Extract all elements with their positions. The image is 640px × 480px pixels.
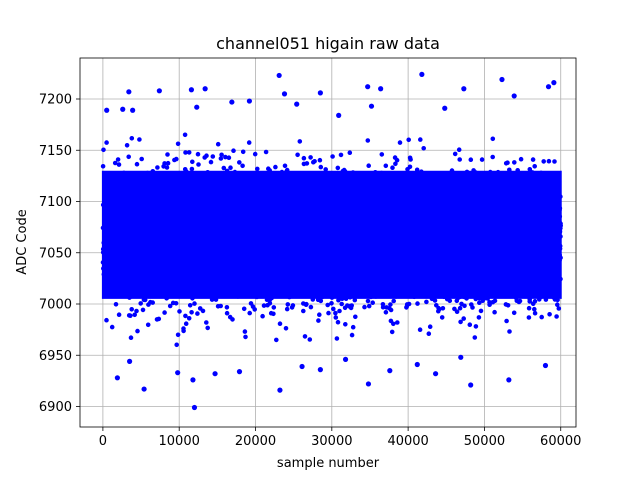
y-tick-label: 7100 xyxy=(39,195,72,210)
data-point xyxy=(461,86,467,92)
data-point xyxy=(506,377,512,383)
data-point xyxy=(365,381,372,387)
data-point xyxy=(212,371,218,377)
data-point xyxy=(194,104,200,110)
data-point xyxy=(499,76,505,83)
data-point xyxy=(114,375,120,381)
data-point xyxy=(419,71,425,77)
x-tick-label: 30000 xyxy=(311,434,352,449)
y-tick-label: 6900 xyxy=(39,400,72,415)
x-tick-label: 60000 xyxy=(540,434,581,449)
data-point xyxy=(542,362,549,369)
data-point xyxy=(414,361,420,368)
data-point xyxy=(317,367,323,373)
data-point xyxy=(432,371,439,377)
data-points xyxy=(100,71,563,411)
data-point xyxy=(294,101,300,107)
data-point xyxy=(127,358,133,364)
data-point xyxy=(191,404,198,411)
data-point xyxy=(104,107,110,113)
y-tick-label: 6950 xyxy=(39,349,72,364)
data-point xyxy=(545,84,552,90)
data-point xyxy=(277,387,283,393)
data-point xyxy=(551,80,557,86)
data-point xyxy=(281,91,288,97)
x-tick-label: 0 xyxy=(99,434,107,449)
x-tick-label: 10000 xyxy=(159,434,200,449)
data-point xyxy=(236,369,243,375)
data-point xyxy=(365,84,371,90)
y-tick-label: 7000 xyxy=(39,298,72,313)
data-point xyxy=(156,88,162,94)
data-point xyxy=(299,363,305,370)
x-tick-label: 40000 xyxy=(387,434,428,449)
data-point xyxy=(368,103,375,109)
data-point xyxy=(511,93,517,99)
dense-point-band xyxy=(101,170,562,299)
data-point xyxy=(175,370,181,376)
y-tick-label: 7050 xyxy=(39,246,72,261)
chart-title: channel051 higain raw data xyxy=(216,34,440,53)
data-point xyxy=(442,105,448,111)
data-point xyxy=(458,354,464,360)
y-tick-label: 7200 xyxy=(39,93,72,108)
data-point xyxy=(126,89,132,95)
x-tick-label: 20000 xyxy=(235,434,276,449)
data-point xyxy=(468,382,474,388)
data-point xyxy=(387,368,393,374)
data-point xyxy=(317,90,323,96)
data-point xyxy=(342,356,349,362)
x-tick-label: 50000 xyxy=(464,434,505,449)
axis-ticks: 0 10000 20000 30000 40000 50000 60000 6900 6950 7… xyxy=(39,93,582,450)
data-point xyxy=(120,106,126,112)
data-point xyxy=(141,386,147,392)
data-point xyxy=(276,72,282,79)
data-point xyxy=(229,99,235,105)
plot-frame xyxy=(79,57,577,428)
y-tick-label: 7150 xyxy=(39,144,72,159)
data-point xyxy=(336,112,342,118)
x-axis-label: sample number xyxy=(277,456,380,471)
data-point xyxy=(378,86,384,92)
data-point xyxy=(246,98,253,104)
y-axis-label: ADC Code xyxy=(15,209,30,274)
data-point xyxy=(190,377,196,383)
data-point xyxy=(202,86,208,92)
data-point xyxy=(130,107,136,113)
data-point xyxy=(188,87,195,93)
